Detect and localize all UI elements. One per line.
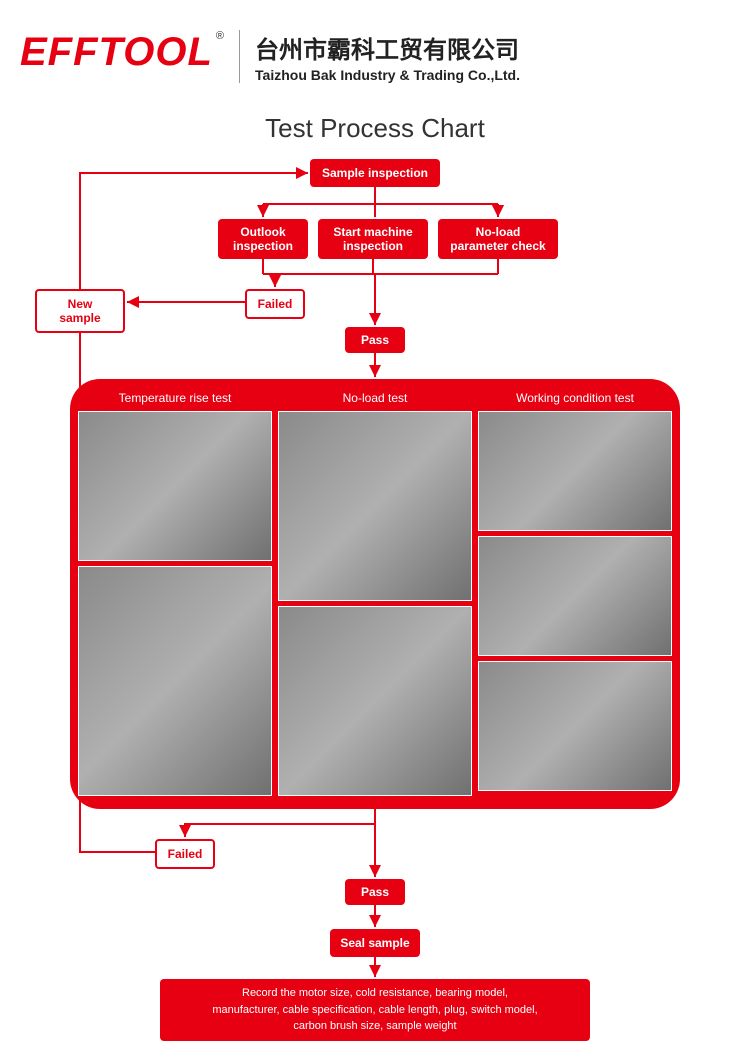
node-noload-check: No-load parameter check	[438, 219, 558, 259]
node-start-machine: Start machine inspection	[318, 219, 428, 259]
test-column-1: No-load test	[278, 387, 472, 801]
test-photo	[478, 661, 672, 791]
node-sample-inspection: Sample inspection	[310, 159, 440, 187]
test-photo	[478, 411, 672, 531]
node-seal: Seal sample	[330, 929, 420, 957]
logo-text: EFFTOOL	[20, 30, 213, 74]
company-name-cn: 台州市霸科工贸有限公司	[255, 30, 520, 65]
header: EFFTOOL® 台州市霸科工贸有限公司 Taizhou Bak Industr…	[0, 0, 750, 93]
test-photo	[78, 566, 272, 796]
test-panel: Temperature rise testNo-load testWorking…	[70, 379, 680, 809]
logo: EFFTOOL®	[20, 30, 224, 75]
test-photo	[478, 536, 672, 656]
node-failed1: Failed	[245, 289, 305, 319]
flowchart-canvas: Sample inspection Outlook inspectionStart…	[0, 159, 750, 1039]
node-failed2: Failed	[155, 839, 215, 869]
test-columns: Temperature rise testNo-load testWorking…	[78, 387, 672, 801]
company-name-en: Taizhou Bak Industry & Trading Co.,Ltd.	[255, 67, 520, 83]
test-photo	[78, 411, 272, 561]
node-pass2: Pass	[345, 879, 405, 905]
node-record: Record the motor size, cold resistance, …	[160, 979, 590, 1041]
registered-mark: ®	[216, 30, 224, 42]
test-photo	[278, 411, 472, 601]
test-column-title: Temperature rise test	[78, 387, 272, 411]
test-column-2: Working condition test	[478, 387, 672, 801]
test-column-0: Temperature rise test	[78, 387, 272, 801]
page-title: Test Process Chart	[0, 113, 750, 144]
node-outlook-inspection: Outlook inspection	[218, 219, 308, 259]
company-block: 台州市霸科工贸有限公司 Taizhou Bak Industry & Tradi…	[239, 30, 520, 83]
node-new-sample: New sample	[35, 289, 125, 333]
test-column-title: Working condition test	[478, 387, 672, 411]
node-pass1: Pass	[345, 327, 405, 353]
test-photo	[278, 606, 472, 796]
test-column-title: No-load test	[278, 387, 472, 411]
